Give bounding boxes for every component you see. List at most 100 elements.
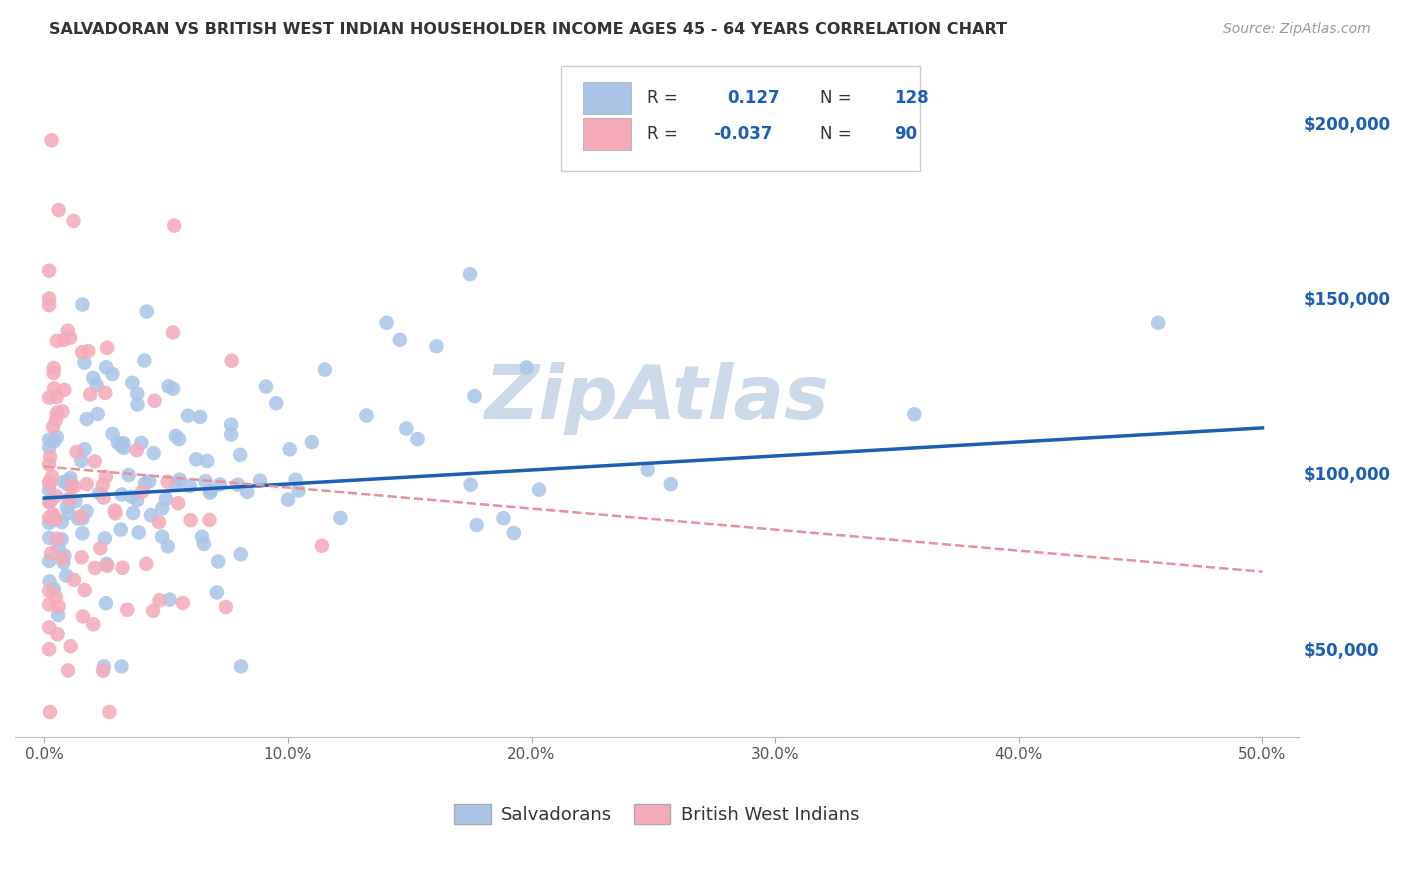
Text: 90: 90 — [894, 125, 918, 143]
Point — [94, 532, 117, 546]
Point — [659, 477, 682, 491]
Point — [278, 442, 301, 457]
Point — [72, 609, 94, 624]
Text: Source: ZipAtlas.com: Source: ZipAtlas.com — [1223, 22, 1371, 37]
Point — [96, 360, 118, 375]
Point — [195, 454, 218, 468]
Point — [458, 267, 481, 281]
Point — [167, 432, 190, 446]
Point — [94, 596, 117, 610]
Point — [229, 547, 252, 561]
Point — [98, 705, 121, 719]
Point — [329, 511, 352, 525]
Point — [143, 393, 166, 408]
Point — [229, 448, 252, 462]
Point — [45, 489, 67, 503]
Point — [221, 353, 243, 368]
Point — [46, 406, 69, 420]
Point — [135, 557, 157, 571]
Point — [205, 585, 228, 599]
Point — [637, 462, 659, 476]
Point — [301, 435, 323, 450]
Point — [249, 474, 271, 488]
Point — [89, 486, 111, 500]
Point — [198, 513, 221, 527]
Point — [45, 412, 67, 426]
Point — [42, 582, 65, 596]
Point — [179, 479, 201, 493]
Point — [167, 496, 190, 510]
Point — [51, 404, 73, 418]
Point — [53, 475, 76, 489]
Point — [492, 511, 515, 525]
Text: 128: 128 — [894, 89, 929, 107]
Point — [194, 474, 217, 488]
Point — [39, 546, 62, 560]
Point — [86, 377, 108, 392]
Point — [207, 554, 229, 568]
Point — [56, 500, 79, 514]
Point — [236, 484, 259, 499]
Point — [91, 478, 114, 492]
Point — [200, 484, 222, 499]
Point — [135, 304, 157, 318]
Point — [38, 483, 60, 497]
Point — [93, 491, 115, 505]
Legend: Salvadorans, British West Indians: Salvadorans, British West Indians — [447, 797, 868, 831]
Point — [172, 596, 194, 610]
Point — [127, 398, 149, 412]
Point — [117, 603, 139, 617]
Point — [465, 518, 488, 533]
Point — [148, 593, 170, 607]
Point — [63, 479, 86, 493]
Point — [121, 376, 143, 390]
Point — [127, 493, 149, 508]
Point — [122, 506, 145, 520]
Point — [104, 507, 127, 521]
Point — [38, 292, 60, 306]
Point — [128, 525, 150, 540]
Point — [59, 331, 82, 345]
Point — [70, 345, 93, 359]
Point — [42, 507, 65, 521]
Point — [150, 530, 173, 544]
Point — [59, 639, 82, 653]
Point — [46, 627, 69, 641]
Point — [101, 367, 124, 381]
Point — [41, 133, 63, 147]
Point — [395, 421, 418, 435]
Point — [51, 533, 73, 547]
Point — [38, 620, 60, 634]
Point — [86, 407, 108, 421]
Point — [188, 409, 211, 424]
Point — [219, 417, 242, 432]
Point — [38, 510, 60, 524]
Point — [73, 355, 96, 369]
Text: ZipAtlas: ZipAtlas — [485, 361, 830, 434]
Point — [460, 477, 482, 491]
Point — [111, 561, 134, 575]
Point — [375, 316, 398, 330]
Point — [125, 443, 148, 458]
Point — [264, 396, 287, 410]
Point — [83, 454, 105, 468]
Point — [63, 573, 86, 587]
Text: R =: R = — [647, 89, 678, 107]
Point — [42, 419, 65, 434]
Point — [65, 494, 87, 508]
Point — [134, 476, 156, 491]
Point — [45, 512, 67, 526]
Point — [56, 324, 79, 338]
Point — [42, 361, 65, 376]
Point — [163, 219, 186, 233]
Point — [112, 436, 135, 450]
Point — [142, 604, 165, 618]
Point — [314, 362, 336, 376]
Point — [38, 433, 60, 447]
Text: -0.037: -0.037 — [713, 125, 773, 143]
Point — [48, 202, 70, 217]
Point — [96, 558, 118, 573]
Point — [44, 434, 66, 449]
Point — [215, 600, 238, 615]
Point — [527, 483, 550, 497]
